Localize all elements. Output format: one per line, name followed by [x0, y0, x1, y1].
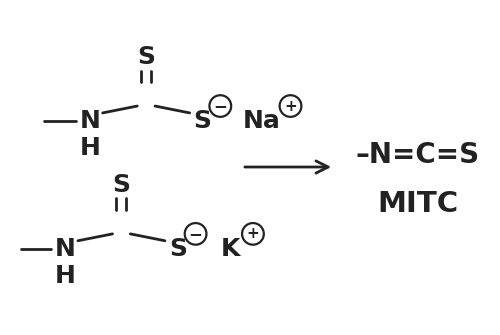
Text: N: N [80, 109, 100, 133]
Text: S: S [137, 45, 155, 69]
Text: +: + [246, 226, 260, 242]
Text: MITC: MITC [378, 190, 458, 218]
Text: −: − [188, 225, 202, 243]
Text: K: K [220, 237, 240, 261]
Text: S: S [194, 109, 212, 133]
Text: N: N [54, 237, 76, 261]
Text: S: S [112, 173, 130, 197]
Text: –N=C=S: –N=C=S [356, 141, 480, 169]
Text: Na: Na [243, 109, 281, 133]
Text: −: − [214, 97, 227, 115]
Text: H: H [80, 136, 100, 160]
Text: H: H [54, 264, 76, 288]
Text: S: S [169, 237, 187, 261]
Text: +: + [284, 98, 297, 114]
